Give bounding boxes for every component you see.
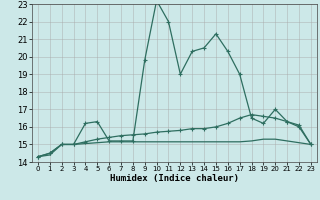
X-axis label: Humidex (Indice chaleur): Humidex (Indice chaleur) [110,174,239,183]
